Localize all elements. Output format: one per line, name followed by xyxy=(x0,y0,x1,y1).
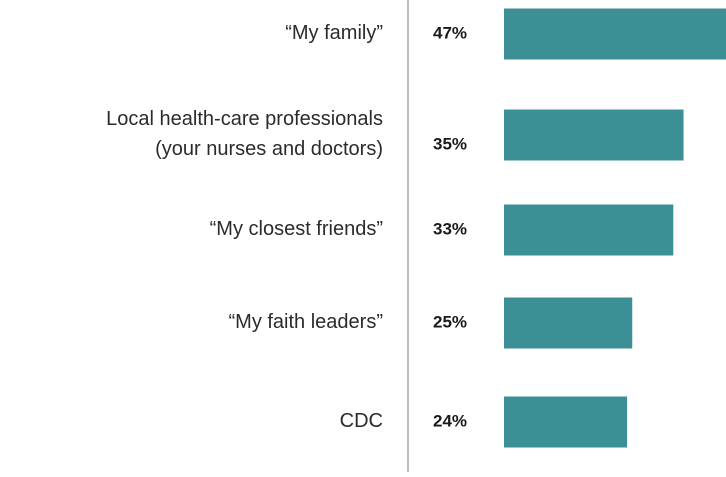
category-label: CDC xyxy=(340,410,383,432)
bar xyxy=(504,396,628,448)
category-label: Local health-care professionals (your nur… xyxy=(106,108,383,160)
bar xyxy=(504,204,674,256)
value-label: 24% xyxy=(433,411,467,430)
bar xyxy=(504,297,633,349)
category-label: “My faith leaders” xyxy=(229,311,384,333)
category-label: “My closest friends” xyxy=(210,218,383,240)
value-label: 35% xyxy=(433,134,467,153)
category-label: “My family” xyxy=(285,22,383,44)
value-label: 47% xyxy=(433,23,467,42)
bar xyxy=(504,109,684,161)
bar xyxy=(504,8,726,60)
value-label: 33% xyxy=(433,219,467,238)
value-label: 25% xyxy=(433,312,467,331)
